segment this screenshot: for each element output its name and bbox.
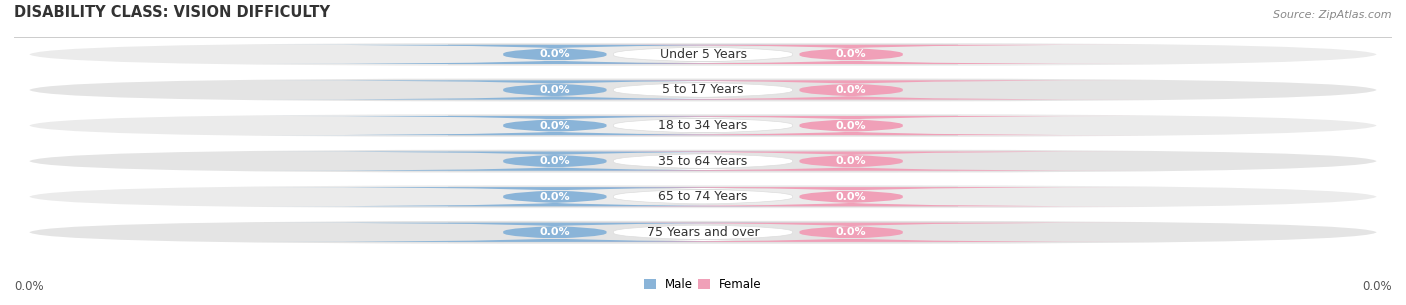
Text: 0.0%: 0.0%: [540, 120, 571, 131]
Text: 0.0%: 0.0%: [540, 192, 571, 202]
Text: 0.0%: 0.0%: [14, 280, 44, 293]
Text: 0.0%: 0.0%: [835, 156, 866, 166]
FancyBboxPatch shape: [28, 148, 1378, 174]
FancyBboxPatch shape: [449, 116, 957, 135]
Text: DISABILITY CLASS: VISION DIFFICULTY: DISABILITY CLASS: VISION DIFFICULTY: [14, 5, 330, 20]
Text: 0.0%: 0.0%: [540, 49, 571, 59]
Text: 0.0%: 0.0%: [540, 156, 571, 166]
FancyBboxPatch shape: [449, 81, 957, 99]
FancyBboxPatch shape: [28, 113, 1378, 138]
FancyBboxPatch shape: [449, 187, 957, 206]
FancyBboxPatch shape: [262, 116, 848, 135]
FancyBboxPatch shape: [558, 81, 1144, 99]
Text: 65 to 74 Years: 65 to 74 Years: [658, 190, 748, 203]
FancyBboxPatch shape: [558, 223, 1144, 242]
FancyBboxPatch shape: [449, 223, 957, 242]
FancyBboxPatch shape: [28, 41, 1378, 67]
Text: 35 to 64 Years: 35 to 64 Years: [658, 155, 748, 168]
FancyBboxPatch shape: [558, 152, 1144, 171]
Text: 0.0%: 0.0%: [835, 192, 866, 202]
FancyBboxPatch shape: [262, 45, 848, 64]
FancyBboxPatch shape: [28, 184, 1378, 210]
FancyBboxPatch shape: [28, 77, 1378, 103]
Text: 0.0%: 0.0%: [835, 120, 866, 131]
FancyBboxPatch shape: [262, 152, 848, 171]
FancyBboxPatch shape: [449, 45, 957, 64]
Text: 0.0%: 0.0%: [835, 49, 866, 59]
Text: 18 to 34 Years: 18 to 34 Years: [658, 119, 748, 132]
FancyBboxPatch shape: [558, 187, 1144, 206]
Text: Under 5 Years: Under 5 Years: [659, 48, 747, 61]
Text: 0.0%: 0.0%: [1362, 280, 1392, 293]
Text: 0.0%: 0.0%: [540, 85, 571, 95]
FancyBboxPatch shape: [558, 45, 1144, 64]
FancyBboxPatch shape: [449, 152, 957, 171]
FancyBboxPatch shape: [558, 116, 1144, 135]
Text: 0.0%: 0.0%: [835, 227, 866, 237]
FancyBboxPatch shape: [262, 187, 848, 206]
Text: 75 Years and over: 75 Years and over: [647, 226, 759, 239]
Text: 0.0%: 0.0%: [835, 85, 866, 95]
Text: 5 to 17 Years: 5 to 17 Years: [662, 84, 744, 96]
Legend: Male, Female: Male, Female: [644, 278, 762, 291]
FancyBboxPatch shape: [262, 223, 848, 242]
Text: Source: ZipAtlas.com: Source: ZipAtlas.com: [1274, 9, 1392, 20]
Text: 0.0%: 0.0%: [540, 227, 571, 237]
FancyBboxPatch shape: [262, 81, 848, 99]
FancyBboxPatch shape: [28, 220, 1378, 245]
